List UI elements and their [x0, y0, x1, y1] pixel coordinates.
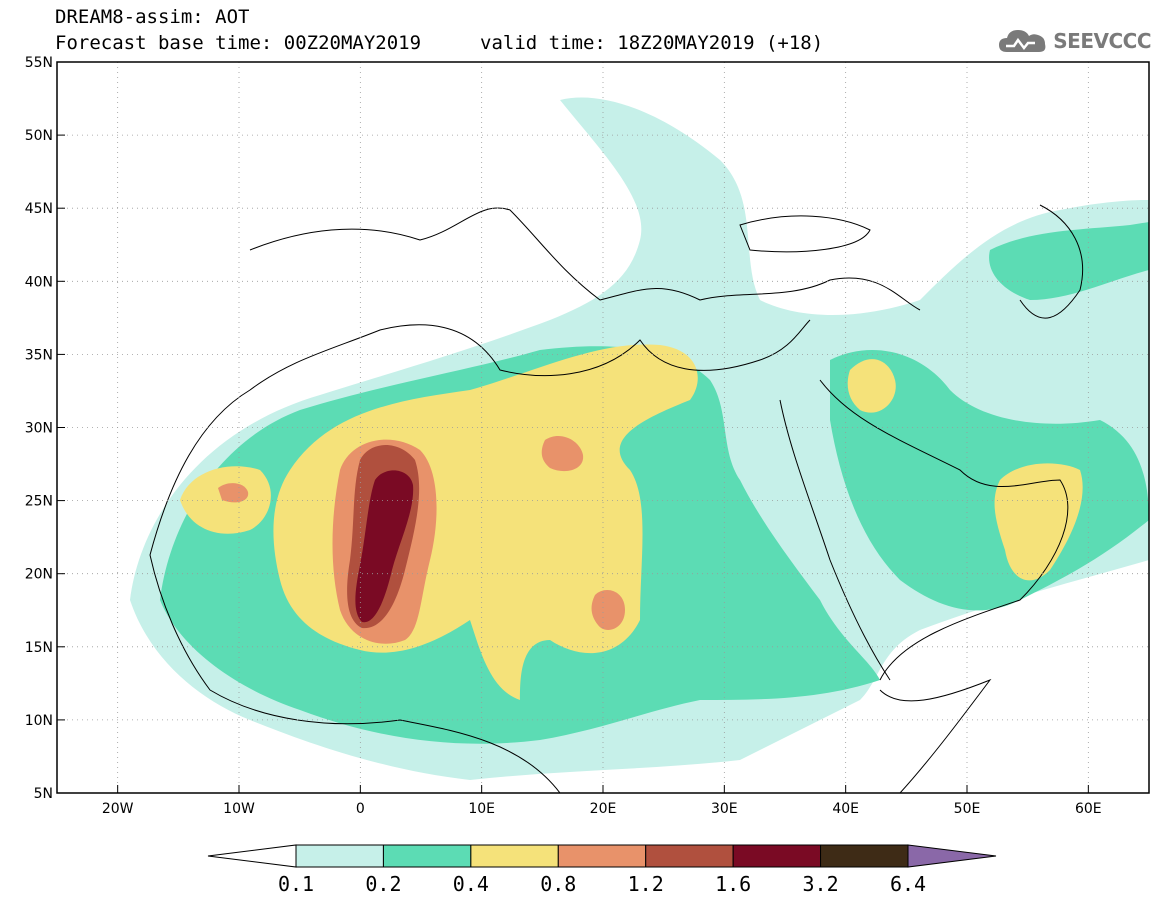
colorbar-segment-4	[557, 844, 647, 868]
lat-tick-label: 35N	[25, 347, 53, 363]
colorbar-label: 0.8	[540, 872, 577, 896]
colorbar-label: 0.2	[365, 872, 402, 896]
colorbar-label: 6.4	[889, 872, 927, 896]
coastline-gulfguinea	[149, 554, 561, 793]
lon-tick-label: 40E	[832, 801, 859, 817]
aot-colorbar	[207, 844, 997, 868]
lon-tick-label: 30E	[711, 801, 738, 817]
lat-tick-label: 10N	[25, 713, 53, 729]
lat-tick-label: 30N	[25, 421, 53, 437]
aot-band-0.8-wsahara	[218, 483, 249, 503]
aot-band-0.8-chad	[591, 590, 625, 630]
colorbar-segment-7	[820, 844, 909, 868]
coastlines-and-borders	[149, 204, 1084, 793]
lat-tick-label: 15N	[25, 640, 53, 656]
lat-lon-grid	[57, 62, 1149, 793]
colorbar-label: 1.2	[627, 872, 664, 896]
axis-ticks: 20W 10W 0 10E 20E 30E 40E 50E 60E 55N 50N 45N 40N 35N…	[25, 55, 1102, 817]
colorbar-segment-5	[645, 844, 734, 868]
colorbar-segment-1	[295, 844, 384, 868]
colorbar-segment-3	[470, 844, 559, 868]
lat-tick-label: 40N	[25, 274, 53, 290]
coastline-nafrica	[149, 319, 811, 556]
coastline-redsea	[779, 399, 891, 681]
lon-tick-label: 50E	[954, 801, 981, 817]
lat-tick-label: 25N	[25, 494, 53, 510]
lat-tick-label: 55N	[25, 55, 53, 71]
lon-tick-label: 20E	[590, 801, 617, 817]
coastline-europe	[249, 207, 921, 311]
title-line-2: Forecast base time: 00Z20MAY2019	[55, 32, 422, 54]
aot-band-1.6	[355, 470, 414, 623]
aot-contour-fields	[130, 97, 1149, 780]
colorbar-right-arrow	[907, 844, 997, 868]
colorbar-left-arrow	[207, 844, 297, 868]
coastline-arabia	[819, 379, 1069, 681]
lat-tick-label: 45N	[25, 201, 53, 217]
aot-band-0.2-caspian	[989, 222, 1149, 300]
logo-text: SEEVCCC	[1053, 29, 1151, 53]
lon-tick-label: 10W	[223, 801, 255, 817]
coastline-blacksea	[739, 215, 871, 253]
aot-band-0.8-libya	[541, 435, 584, 472]
lat-tick-label: 50N	[25, 128, 53, 144]
title-line-1: DREAM8-assim: AOT	[55, 6, 250, 28]
colorbar-segment-6	[732, 844, 822, 868]
aot-band-0.4-arabia	[994, 463, 1083, 581]
aot-band-0.4-iran	[847, 359, 896, 413]
lon-tick-label: 10E	[468, 801, 495, 817]
colorbar-segment-2	[382, 844, 472, 868]
coastline-horn	[879, 678, 992, 793]
aot-band-0.2-east	[830, 350, 1149, 611]
colorbar-label: 0.4	[452, 872, 489, 896]
title-valid-time: valid time: 18Z20MAY2019 (+18)	[480, 32, 824, 54]
lon-tick-label: 60E	[1075, 801, 1102, 817]
colorbar-label: 0.1	[277, 872, 315, 896]
coastline-caspian	[1019, 204, 1084, 319]
seevccc-logo: SEEVCCC	[997, 24, 1151, 58]
colorbar-label: 1.6	[715, 872, 752, 896]
lat-tick-label: 20N	[25, 567, 53, 583]
lat-tick-label: 5N	[34, 786, 53, 802]
cloud-icon	[999, 30, 1046, 52]
lon-tick-label: 0	[356, 801, 365, 817]
colorbar-label: 3.2	[802, 872, 839, 896]
lon-tick-label: 20W	[102, 801, 134, 817]
